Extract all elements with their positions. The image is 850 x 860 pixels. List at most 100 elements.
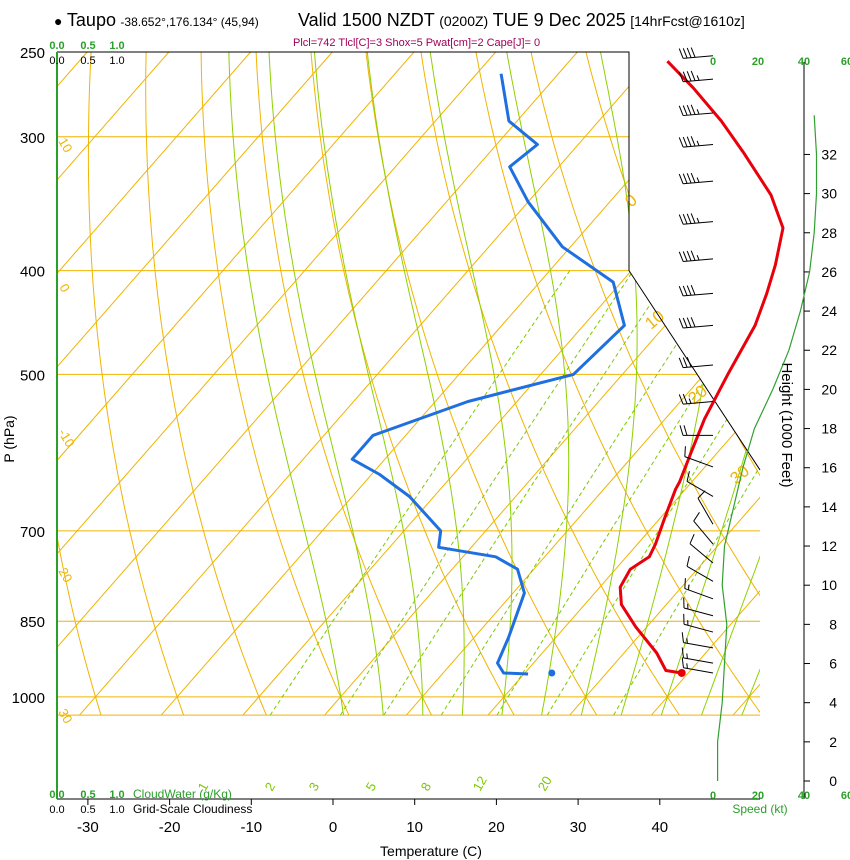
wind-barb-flag <box>678 48 684 59</box>
isotherm-label: 20 <box>55 565 75 585</box>
wind-barb-staff <box>683 667 714 674</box>
height-tick-label: 4 <box>829 695 837 711</box>
wind-barb-flag <box>686 47 692 58</box>
moist-adiabat <box>366 52 465 716</box>
wind-barb-staff <box>689 543 714 564</box>
wind-barb-flag <box>686 71 692 82</box>
wind-barb-staff <box>683 324 714 329</box>
isotherm-line <box>57 52 415 716</box>
x-axis-label: Temperature (C) <box>380 843 482 859</box>
isotherm-line <box>405 52 760 716</box>
height-tick-label: 8 <box>829 616 837 632</box>
wind-barb-staff <box>683 258 714 262</box>
pressure-tick-label: 1000 <box>12 690 45 707</box>
mixing-ratio-line <box>496 270 760 716</box>
wind-barb-flag <box>693 512 700 522</box>
speed-tick-bottom: 20 <box>752 790 764 802</box>
wind-barb-staff <box>683 657 714 664</box>
isotherm-line <box>487 52 760 716</box>
speed-tick-bottom: 40 <box>798 790 810 802</box>
isotherm-line <box>160 52 742 716</box>
speed-tick-top: 20 <box>752 56 764 68</box>
wind-barb-half <box>696 140 700 146</box>
surface-dewpoint-marker <box>548 669 556 677</box>
plot-frame <box>57 51 761 471</box>
wind-barb <box>683 613 714 633</box>
cloudwater-tick-top: 1.0 <box>109 40 124 52</box>
x-tick-label: 30 <box>570 819 587 836</box>
dry-adiabat <box>145 52 267 716</box>
valid-time: Valid 1500 NZDT <box>298 10 435 30</box>
wind-barb-flag <box>690 70 696 81</box>
wind-barb-staff <box>683 364 714 369</box>
moist-adiabat <box>429 52 513 716</box>
dry-adiabat <box>200 52 350 716</box>
station-name: Taupo <box>66 10 116 30</box>
wind-barb-half <box>688 398 692 404</box>
wind-barb-staff <box>683 55 714 59</box>
wind-barb <box>678 317 714 329</box>
wind-barb-flag <box>682 48 688 59</box>
cloudwater-axis-label: CloudWater (g/Kg) <box>133 787 232 801</box>
y-axis-label: P (hPa) <box>1 415 17 462</box>
cloudiness-tick-bottom: 1.0 <box>109 804 124 816</box>
wind-barb-half <box>686 653 688 659</box>
wind-barb-flag <box>686 250 692 261</box>
speed-tick-top: 0 <box>710 56 716 68</box>
dry-adiabat <box>640 52 760 716</box>
wind-barb-staff <box>684 588 714 600</box>
height-tick-label: 24 <box>821 303 837 319</box>
mixing-ratio-line <box>613 270 760 716</box>
wind-barb-flag <box>684 446 686 457</box>
wind-barb-half <box>686 663 688 669</box>
wind-barb <box>679 425 713 436</box>
wind-barb <box>681 632 714 649</box>
wind-barb-flag <box>690 317 696 328</box>
wind-barb-flag <box>682 285 688 296</box>
wind-barb-half <box>696 217 700 224</box>
dry-adiabat <box>365 52 598 716</box>
wind-barb-half <box>696 75 700 81</box>
forecast-info: [14hrFcst@1610z] <box>630 13 745 29</box>
speed-tick-bottom: 0 <box>710 790 716 802</box>
wind-barb <box>681 657 714 674</box>
wind-barb-flag <box>678 286 684 297</box>
wind-barb-staff <box>683 642 714 649</box>
wind-barb-flag <box>684 578 686 589</box>
pressure-tick-label: 400 <box>20 264 45 281</box>
wind-barb-half <box>696 255 700 261</box>
wind-barb <box>678 213 714 225</box>
wind-barb <box>678 393 714 405</box>
wind-barb-staff <box>684 456 714 468</box>
wind-barb-flag <box>678 173 684 184</box>
wind-barb-flag <box>678 105 684 116</box>
wind-barb-flag <box>690 285 696 296</box>
wind-barb-flag <box>681 632 684 643</box>
wind-barb-flag <box>686 317 692 328</box>
wind-barb <box>678 136 714 148</box>
cloudwater-tick-bottom: 1.0 <box>109 789 124 801</box>
cloudwater-tick-top: 0.0 <box>49 40 64 52</box>
height-tick-label: 28 <box>821 225 837 241</box>
height-tick-label: 18 <box>821 421 837 437</box>
height-tick-label: 32 <box>821 146 837 162</box>
wind-barb-staff <box>683 292 714 297</box>
wind-barb-flag <box>697 490 706 499</box>
pressure-tick-label: 250 <box>20 45 45 62</box>
wind-barb-staff <box>683 180 714 185</box>
dry-adiabat <box>530 52 760 716</box>
x-tick-label: 40 <box>651 819 668 836</box>
isotherm-label-right: 0 <box>621 190 640 211</box>
isotherm-line <box>57 52 497 716</box>
wind-barb-flag <box>686 173 692 184</box>
height-tick-label: 0 <box>829 773 837 789</box>
wind-barb-flag <box>682 105 688 116</box>
cloudiness-tick-bottom: 0.5 <box>80 804 95 816</box>
wind-barb <box>678 172 714 185</box>
wind-barb <box>697 490 714 525</box>
wind-barb-flag <box>682 173 688 184</box>
wind-barb-flag <box>690 172 696 183</box>
cloudiness-axis-label: Grid-Scale Cloudiness <box>133 802 252 816</box>
mixing-ratio-line <box>339 270 634 716</box>
